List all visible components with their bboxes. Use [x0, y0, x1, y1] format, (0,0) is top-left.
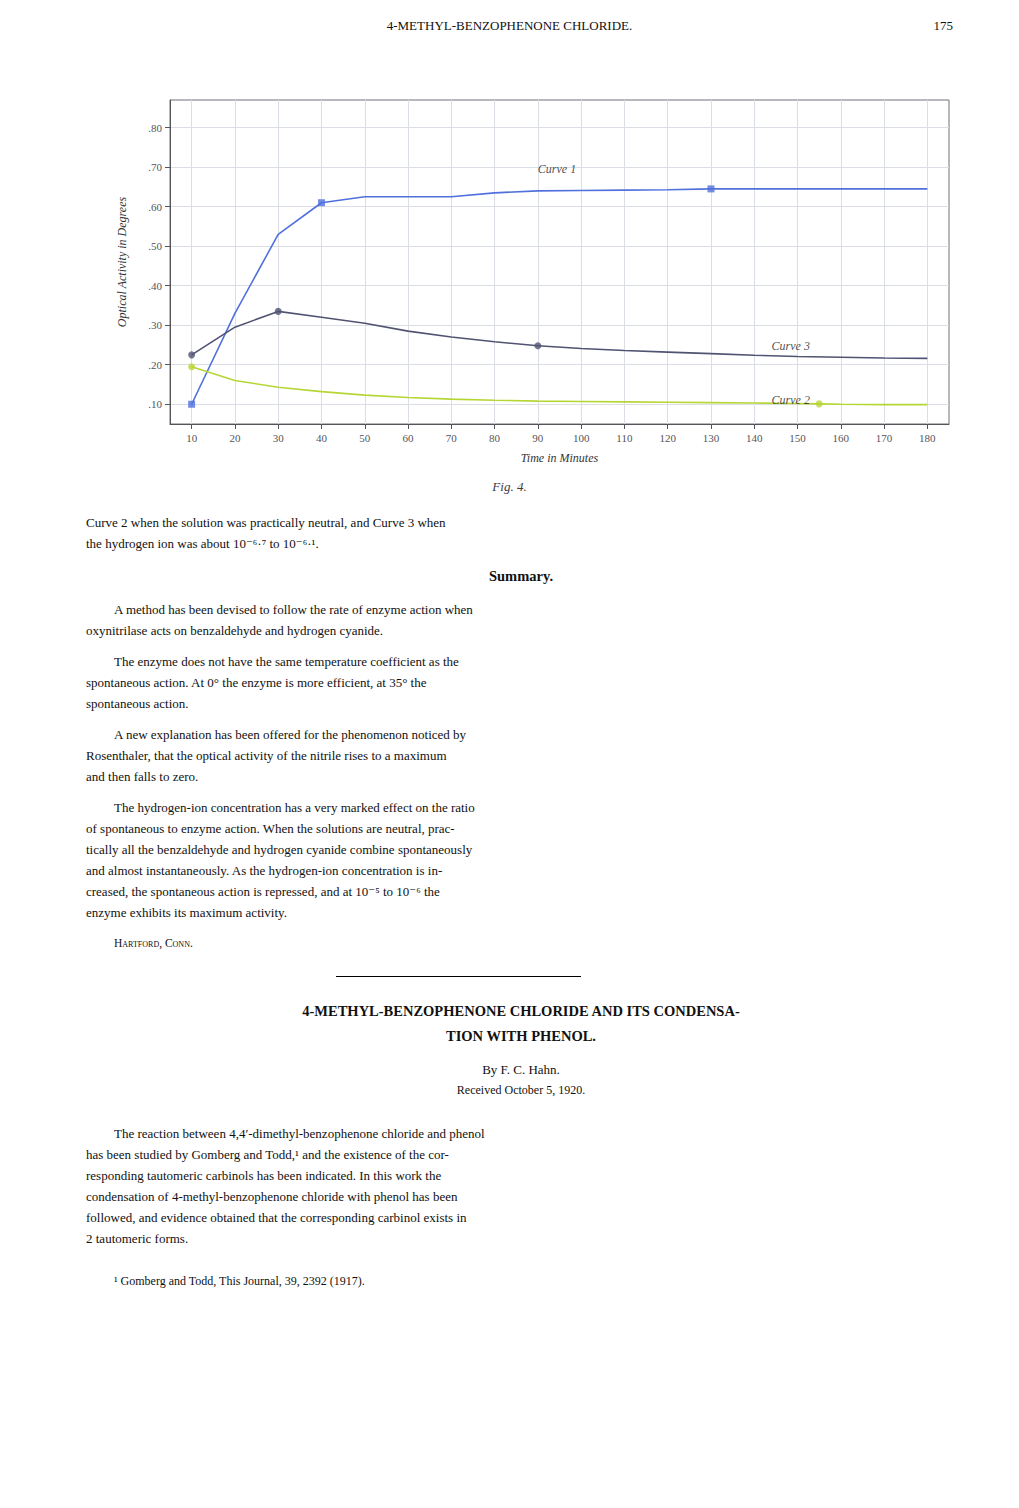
svg-text:Time in Minutes: Time in Minutes: [521, 451, 599, 465]
svg-text:.60: .60: [148, 201, 162, 213]
svg-text:40: 40: [316, 432, 328, 444]
svg-text:20: 20: [229, 432, 241, 444]
svg-text:140: 140: [746, 432, 763, 444]
svg-text:120: 120: [659, 432, 676, 444]
html-text:followed, and evidence obtaine: followed, and evidence obtained that the…: [86, 1210, 467, 1225]
html-text:the hydrogen ion was about 10⁻: the hydrogen ion was about 10⁻⁶·⁷ to 10⁻…: [86, 536, 319, 551]
html-text:responding tautomeric carbinol: responding tautomeric carbinols has been…: [86, 1168, 442, 1183]
html-text:tically all the benzaldehyde a: tically all the benzaldehyde and hydroge…: [86, 842, 473, 857]
html-text:175: 175: [933, 18, 953, 33]
html-text:of spontaneous to enzyme actio: of spontaneous to enzyme action. When th…: [86, 821, 455, 836]
html-text:oxynitrilase acts on benzaldeh: oxynitrilase acts on benzaldehyde and hy…: [86, 623, 384, 638]
svg-text:.10: .10: [148, 398, 162, 410]
html-text:The enzyme does not have the s: The enzyme does not have the same temper…: [114, 654, 459, 669]
html-text:Rosenthaler, that the optical: Rosenthaler, that the optical activity o…: [86, 748, 447, 763]
svg-text:60: 60: [403, 432, 415, 444]
html-text:4-METHYL-BENZOPHENONE CHLORIDE: 4-METHYL-BENZOPHENONE CHLORIDE.: [386, 18, 633, 33]
html-text:creased, the spontaneous actio: creased, the spontaneous action is repre…: [86, 884, 440, 899]
svg-text:30: 30: [273, 432, 285, 444]
html-text:Summary.: Summary.: [489, 568, 553, 584]
svg-text:180: 180: [919, 432, 936, 444]
html-text:The reaction between 4,4′-dime: The reaction between 4,4′-dimethyl-benzo…: [114, 1126, 485, 1141]
html-text:A method has been devised to f: A method has been devised to follow the …: [114, 602, 473, 617]
html-text:and then falls to zero.: and then falls to zero.: [86, 769, 199, 784]
svg-text:170: 170: [876, 432, 893, 444]
svg-text:.30: .30: [148, 319, 162, 331]
svg-text:10: 10: [186, 432, 198, 444]
svg-text:Optical Activity in Degrees: Optical Activity in Degrees: [115, 197, 129, 328]
html-text:spontaneous action. At 0° the: spontaneous action. At 0° the enzyme is …: [86, 675, 427, 690]
svg-text:130: 130: [703, 432, 720, 444]
html-text:The hydrogen-ion concentration: The hydrogen-ion concentration has a ver…: [114, 800, 475, 815]
svg-text:.50: .50: [148, 240, 162, 252]
svg-text:Fig. 4.: Fig. 4.: [491, 479, 526, 494]
html-text:spontaneous action.: spontaneous action.: [86, 696, 189, 711]
svg-text:80: 80: [489, 432, 501, 444]
svg-text:.20: .20: [148, 359, 162, 371]
html-text:A new explanation has been off: A new explanation has been offered for t…: [114, 727, 467, 742]
svg-text:.80: .80: [148, 122, 162, 134]
svg-text:70: 70: [446, 432, 458, 444]
svg-text:.40: .40: [148, 280, 162, 292]
svg-text:160: 160: [833, 432, 850, 444]
html-text:and almost instantaneously. As: and almost instantaneously. As the hydro…: [86, 863, 443, 878]
html-text:¹ Gomberg and Todd, This Journ: ¹ Gomberg and Todd, This Journal, 39, 23…: [114, 1274, 365, 1288]
svg-text:50: 50: [359, 432, 371, 444]
svg-text:90: 90: [532, 432, 544, 444]
html-text:4-METHYL-BENZOPHENONE CHLORIDE: 4-METHYL-BENZOPHENONE CHLORIDE AND ITS C…: [302, 1003, 740, 1019]
html-text:TION WITH PHENOL.: TION WITH PHENOL.: [446, 1028, 596, 1044]
svg-text:150: 150: [789, 432, 806, 444]
svg-text:100: 100: [573, 432, 590, 444]
html-text:Received October 5, 1920.: Received October 5, 1920.: [456, 1083, 586, 1097]
html-text:By F. C. Hahn.: By F. C. Hahn.: [482, 1062, 560, 1077]
html-text:enzyme exhibits its maximum ac: enzyme exhibits its maximum activity.: [86, 905, 287, 920]
html-text:has been studied by Gomberg an: has been studied by Gomberg and Todd,¹ a…: [86, 1147, 449, 1162]
svg-text:.70: .70: [148, 161, 162, 173]
svg-text:Curve 1: Curve 1: [538, 162, 576, 176]
svg-text:110: 110: [616, 432, 633, 444]
html-text:condensation of 4-methyl-benzo: condensation of 4-methyl-benzophenone ch…: [86, 1189, 458, 1204]
html-text:Curve 2 when the solution was: Curve 2 when the solution was practicall…: [86, 515, 446, 530]
svg-text:Curve 3: Curve 3: [772, 339, 810, 353]
html-text:Hartford, Conn.: Hartford, Conn.: [114, 937, 193, 949]
html-text:2 tautomeric forms.: 2 tautomeric forms.: [86, 1231, 189, 1246]
svg-text:Curve 2: Curve 2: [772, 393, 810, 407]
